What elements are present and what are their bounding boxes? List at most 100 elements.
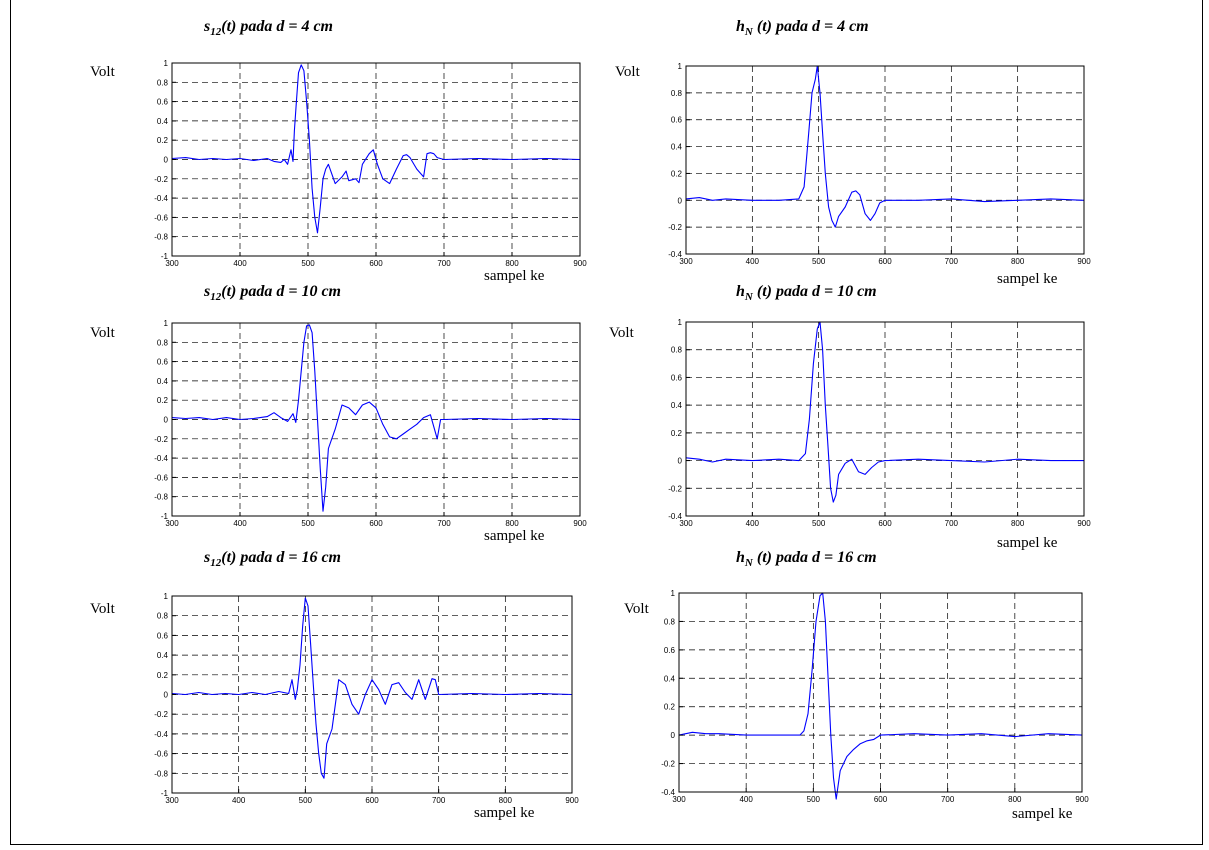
chart-2-xtick-label: 400 [746, 257, 760, 266]
chart-3-ytick-label: -0.2 [154, 435, 168, 444]
chart-4-title-rest: (t) pada d = 10 cm [752, 283, 877, 300]
chart-5-ytick-label: 0.6 [157, 631, 169, 640]
chart-3-title-subscript: 12 [210, 291, 222, 304]
chart-4-series-line [685, 321, 1084, 503]
chart-5-series-line [171, 597, 573, 779]
chart-3-ytick-label: 0.6 [157, 358, 169, 367]
chart-6-ytick-label: 0 [671, 731, 676, 740]
figure-frame: s12(t) pada d = 4 cm Volt sampel ke 300 400 5… [10, 0, 1203, 845]
chart-4-xtick-label: 500 [812, 519, 826, 528]
chart-4-title: hN (t) pada d = 10 cm [736, 283, 877, 303]
chart-5-ytick-label: 0.2 [157, 671, 169, 680]
chart-2-plot: 300 400 500 600 700 800 900 -0.4 -0.2 0 0.2 0.4 0.6 0… [668, 62, 1091, 266]
chart-3-xtick-label: 600 [369, 519, 383, 528]
chart-6-title-subscript: N [744, 557, 753, 570]
chart-1-xtick-label: 400 [233, 259, 247, 268]
chart-5-ytick-label: 0 [164, 691, 169, 700]
chart-3-ytick-label: -1 [161, 512, 169, 521]
chart-5-xtick-label: 500 [299, 796, 313, 805]
chart-1-title-symbol: s [204, 18, 211, 35]
chart-1-xtick-label: 600 [369, 259, 383, 268]
chart-3-xtick-label: 800 [505, 519, 519, 528]
chart-2-ytick-label: 0.6 [671, 116, 683, 125]
chart-5-ytick-label: -0.6 [154, 750, 168, 759]
chart-2-ytick-label: -0.4 [668, 250, 682, 259]
chart-3-ytick-label: -0.6 [154, 473, 168, 482]
chart-1-ytick-label: 1 [164, 59, 169, 68]
chart-4-ytick-label: 0.6 [671, 373, 683, 382]
chart-6-ytick-label: -0.4 [661, 788, 675, 797]
chart-3-ytick-label: 0.2 [157, 396, 169, 405]
chart-4-title-symbol: h [736, 283, 745, 300]
chart-2-xtick-label: 500 [812, 257, 826, 266]
chart-2-series-line [685, 65, 1085, 228]
chart-6-title-rest: (t) pada d = 16 cm [752, 549, 877, 566]
chart-1-xtick-label: 300 [165, 259, 179, 268]
chart-1-ytick-label: -0.4 [154, 194, 168, 203]
chart-5-xtick-label: 300 [165, 796, 179, 805]
chart-3-ytick-label: 0 [164, 416, 169, 425]
chart-5-xtick-label: 900 [565, 796, 579, 805]
chart-6-xtick-label: 300 [672, 795, 686, 804]
chart-5-ylabel: Volt [90, 601, 115, 617]
chart-4-xtick-label: 800 [1011, 519, 1025, 528]
chart-6-ytick-label: 0.4 [664, 674, 676, 683]
chart-2-ytick-label: 0.4 [671, 143, 683, 152]
chart-3-title: s12(t) pada d = 10 cm [204, 283, 341, 303]
chart-1-ytick-label: -0.2 [154, 175, 168, 184]
chart-6-series-line [678, 592, 1083, 800]
chart-3-xlabel: sampel ke [484, 528, 545, 544]
chart-4-ytick-label: 0 [678, 457, 683, 466]
chart-1-xtick-label: 800 [505, 259, 519, 268]
chart-4-ytick-label: 1 [678, 318, 683, 327]
chart-3-ytick-label: -0.8 [154, 493, 168, 502]
chart-3-ytick-label: -0.4 [154, 454, 168, 463]
chart-4-ytick-label: 0.2 [671, 429, 683, 438]
chart-2-title-rest: (t) pada d = 4 cm [752, 18, 869, 35]
chart-6-xtick-label: 700 [941, 795, 955, 804]
chart-2-ytick-label: -0.2 [668, 223, 682, 232]
chart-4-ytick-label: -0.4 [668, 512, 682, 521]
chart-1-title: s12(t) pada d = 4 cm [204, 18, 333, 38]
chart-5-ytick-label: 0.4 [157, 651, 169, 660]
chart-6-ytick-label: -0.2 [661, 760, 675, 769]
chart-1-xtick-label: 700 [437, 259, 451, 268]
chart-1-xtick-label: 900 [573, 259, 587, 268]
chart-3-xtick-label: 300 [165, 519, 179, 528]
chart-1-ytick-label: 0.2 [157, 136, 169, 145]
chart-3-series-line [171, 324, 581, 512]
chart-6-ytick-label: 0.2 [664, 703, 676, 712]
chart-2-ytick-label: 0.2 [671, 169, 683, 178]
chart-1-series-line [171, 64, 581, 234]
chart-2-ylabel: Volt [615, 64, 640, 80]
chart-4-ytick-label: 0.4 [671, 401, 683, 410]
chart-4-title-subscript: N [744, 291, 753, 304]
chart-6-ytick-label: 0.6 [664, 646, 676, 655]
chart-2-ytick-label: 0 [678, 196, 683, 205]
chart-6-xlabel: sampel ke [1012, 806, 1073, 822]
chart-1-ytick-label: 0.4 [157, 117, 169, 126]
chart-6-title: hN (t) pada d = 16 cm [736, 549, 877, 569]
chart-4-ytick-label: 0.8 [671, 346, 683, 355]
chart-2-xlabel: sampel ke [997, 271, 1058, 287]
chart-5-ytick-label: -1 [161, 789, 169, 798]
chart-5-xtick-label: 700 [432, 796, 446, 805]
chart-5-xtick-label: 400 [232, 796, 246, 805]
chart-1-plot: 300 400 500 600 700 800 900 -1 -0.8 -0.6 -0.4 -0.2 0… [154, 59, 587, 268]
chart-3-ytick-label: 1 [164, 319, 169, 328]
chart-3-ylabel: Volt [90, 325, 115, 341]
chart-4-plot: 300 400 500 600 700 800 900 -0.4 -0.2 0 0.2 0.4 0.6 0… [668, 318, 1091, 528]
chart-5-xtick-label: 800 [499, 796, 513, 805]
chart-2-xtick-label: 600 [878, 257, 892, 266]
chart-1-ytick-label: -1 [161, 252, 169, 261]
chart-2-title-symbol: h [736, 18, 745, 35]
chart-2-xtick-label: 300 [679, 257, 693, 266]
chart-1-ytick-label: 0 [164, 156, 169, 165]
chart-4-ytick-label: -0.2 [668, 484, 682, 493]
chart-2-title: hN (t) pada d = 4 cm [736, 18, 869, 38]
chart-4-ylabel: Volt [609, 325, 634, 341]
chart-6-ytick-label: 1 [671, 589, 676, 598]
chart-6-ylabel: Volt [624, 601, 649, 617]
chart-1-ytick-label: 0.8 [157, 78, 169, 87]
chart-2-title-subscript: N [744, 26, 753, 39]
